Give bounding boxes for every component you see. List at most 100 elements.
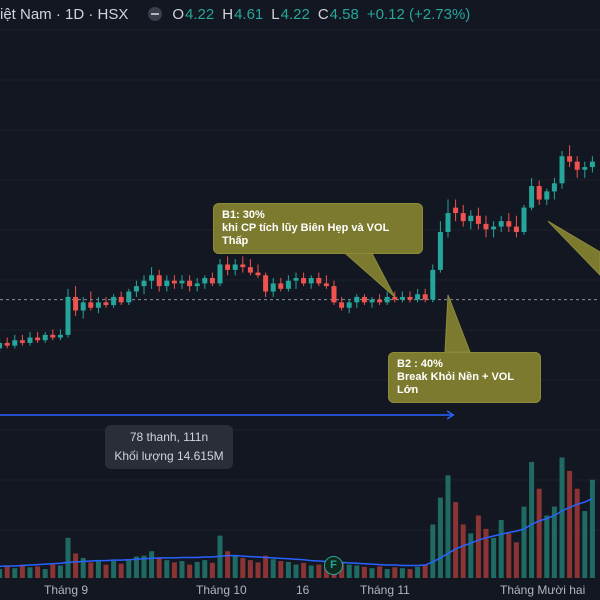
symbol-label[interactable]: iệt Nam · 1D · HSX (0, 5, 129, 23)
candle-body (399, 296, 405, 300)
volume-bar (582, 511, 588, 578)
candle-body (12, 340, 18, 346)
volume-bar (50, 564, 56, 578)
volume-bar (468, 533, 474, 578)
candle-body (301, 278, 307, 284)
volume-bar (437, 497, 443, 578)
volume-bar (270, 559, 276, 578)
legend-header: iệt Nam · 1D · HSX O 4.22 H 4.61 L 4.22 C 4.… (0, 0, 478, 28)
candle-body (339, 302, 345, 308)
candle-body (27, 337, 33, 343)
volume-bar (95, 560, 101, 578)
volume-bar (377, 566, 383, 578)
annotation-b2[interactable]: B2 : 40% Break Khỏi Nền + VOL Lớn (388, 352, 541, 403)
candle-body (437, 232, 443, 270)
volume-bar (567, 470, 573, 578)
candle-body (164, 280, 170, 287)
volume-bar (392, 567, 398, 578)
volume-bar (164, 560, 170, 578)
volume-bar (589, 479, 595, 578)
candle-body (65, 296, 71, 335)
volume-ma-line (0, 497, 593, 568)
volume-bar (209, 562, 215, 578)
candle-body (551, 183, 557, 192)
candle-body (384, 296, 390, 303)
time-label-oct: Tháng 10 (196, 583, 247, 597)
candle-body (559, 156, 565, 184)
volume-bar (445, 475, 451, 578)
volume-bar (194, 561, 200, 578)
volume-bar (149, 551, 155, 578)
candle-body (57, 334, 63, 338)
annotation-b3-pointer (547, 220, 600, 276)
change-value: +0.12 (+2.73%) (366, 5, 471, 23)
volume-bar (415, 566, 421, 578)
time-label-16: 16 (296, 583, 310, 597)
volume-bar (407, 569, 413, 578)
candle-body (217, 264, 223, 284)
close-value: 4.58 (329, 5, 359, 23)
volume-bar (513, 542, 519, 578)
collapse-icon[interactable] (148, 7, 163, 21)
volume-bar (156, 557, 162, 578)
volume-bar (491, 537, 497, 578)
volume-bar (422, 564, 428, 578)
annotation-b1-text: khi CP tích lũy Biên Hẹp và VOL Thấp (222, 222, 390, 247)
volume-bar (42, 569, 48, 578)
volume-bar (506, 533, 512, 578)
candle-body (118, 296, 124, 303)
close-label: C (317, 5, 329, 23)
open-value: 4.22 (185, 5, 215, 23)
volume-bar (529, 461, 535, 578)
volume-bar (308, 565, 314, 578)
candle-body (278, 283, 284, 289)
volume-bar (0, 569, 3, 578)
volume-bar (460, 524, 466, 578)
candle-body (331, 286, 337, 303)
candle-body (255, 272, 261, 276)
volume-bar (232, 555, 238, 578)
candle-body (4, 342, 10, 346)
candle-body (225, 264, 231, 270)
candle-body (422, 294, 428, 300)
volume-bar (369, 568, 375, 578)
candle-body (468, 215, 474, 222)
time-label-nov: Tháng 11 (360, 583, 410, 597)
candle-body (270, 283, 276, 292)
candle-body (323, 283, 329, 287)
volume-bar (301, 562, 307, 578)
candle-body (133, 286, 139, 292)
candle-body (567, 156, 573, 162)
volume-bar (346, 564, 352, 578)
time-label-sep: Tháng 9 (44, 583, 89, 597)
candle-body (445, 213, 451, 232)
candle-body (187, 280, 193, 287)
tooltip-bars: 78 thanh, 111n (129, 430, 209, 444)
candle-body (460, 213, 466, 222)
tooltip-volume: Khối lượng 14.615M (114, 449, 224, 463)
candle-body (521, 207, 527, 232)
annotation-b2-pointer (444, 294, 471, 353)
volume-bar (399, 568, 405, 578)
candle-body (536, 186, 542, 200)
volume-bar (255, 562, 261, 578)
volume-bar (316, 564, 322, 578)
candle-body (73, 296, 79, 311)
annotation-b2-title: B2 : 40% (397, 358, 443, 370)
annotation-b1-title: B1: 30% (222, 209, 265, 221)
candle-body (415, 294, 421, 300)
low-value: 4.22 (280, 5, 310, 23)
volume-bar (88, 562, 94, 578)
volume-bar (384, 569, 390, 578)
candle-body (232, 264, 238, 270)
candle-body (194, 283, 200, 287)
candle-body (50, 334, 56, 338)
candle-body (513, 226, 519, 232)
annotation-b1[interactable]: B1: 30% khi CP tích lũy Biên Hẹp và VOL … (213, 203, 423, 254)
financials-event-icon[interactable]: F (324, 556, 343, 575)
annotation-b2-text: Break Khỏi Nền + VOL Lớn (397, 371, 514, 396)
volume-bar (179, 561, 185, 578)
volume-bar (354, 565, 360, 578)
